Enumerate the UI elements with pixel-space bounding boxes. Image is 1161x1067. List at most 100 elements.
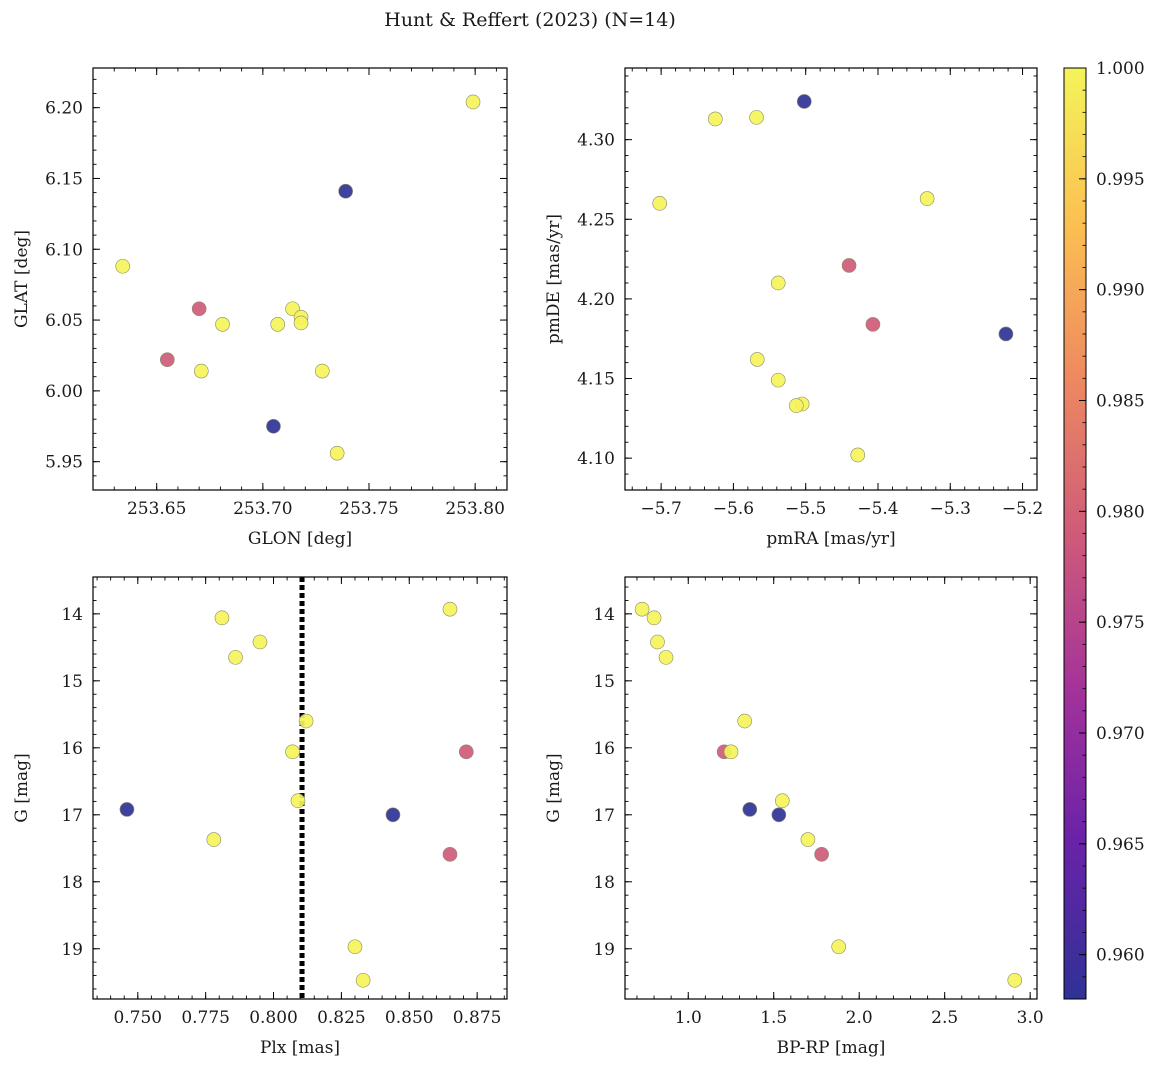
data-point (723, 744, 739, 760)
panel-color-magnitude: 1.0 1.5 2.0 2.5 3.0 14 15 16 17 18 19 BP-RP [mag] G … (544, 576, 1044, 1058)
y-tick-label: 16 (61, 739, 83, 759)
data-point (290, 793, 306, 809)
x-tick-label: −5.5 (785, 499, 826, 519)
data-point (228, 650, 243, 665)
y-tick-label: 4.25 (577, 210, 615, 230)
plot-frame (624, 576, 1038, 1000)
x-tick-label: 253.70 (233, 499, 292, 519)
y-axis-label: pmDE [mas/yr] (544, 214, 564, 344)
data-point (252, 634, 268, 650)
data-point (347, 939, 363, 955)
x-axis-label: BP-RP [mag] (777, 1038, 886, 1058)
colorbar-tick-label: 0.990 (1096, 281, 1145, 301)
data-point (293, 315, 309, 331)
x-tick-label: 0.775 (181, 1008, 230, 1028)
y-tick-label: 19 (61, 940, 83, 960)
panel-parallax-magnitude: 0.750 0.775 0.800 0.825 0.850 0.875 14 15 16 17 18… (12, 576, 508, 1058)
data-point (650, 634, 665, 650)
x-tick-label: 0.800 (249, 1008, 298, 1028)
y-tick-label: 6.10 (45, 240, 83, 260)
colorbar-tick-label: 0.985 (1096, 392, 1145, 412)
x-tick-label: −5.4 (857, 499, 898, 519)
x-axis-label: GLON [deg] (248, 529, 352, 549)
x-tick-label: 2.0 (846, 1008, 873, 1028)
data-point (841, 258, 857, 273)
data-point (270, 317, 286, 332)
x-tick-label: −5.6 (713, 499, 754, 519)
y-tick-label: 17 (61, 806, 83, 826)
figure-title: Hunt & Reffert (2023) (N=14) (384, 9, 676, 31)
data-point (214, 610, 230, 626)
data-point (193, 363, 209, 379)
x-tick-label: 2.5 (931, 1008, 958, 1028)
data-point (215, 317, 230, 332)
y-tick-label: 6.15 (45, 169, 83, 189)
data-point (708, 111, 723, 127)
data-point (465, 94, 481, 110)
data-point (771, 807, 787, 823)
data-point (998, 326, 1014, 342)
x-tick-label: −5.2 (1002, 499, 1043, 519)
data-point (796, 94, 812, 109)
y-tick-label: 6.05 (45, 311, 83, 331)
panel-position: 253.65 253.70 253.75 253.80 5.95 6.00 6.05 6.10… (12, 67, 508, 549)
colorbar-tick-label: 0.995 (1096, 170, 1145, 190)
data-point (774, 793, 790, 809)
data-point (646, 610, 662, 626)
y-axis-label: GLAT [deg] (12, 230, 32, 328)
y-tick-label: 14 (593, 605, 615, 625)
y-axis-label: G [mag] (12, 753, 32, 822)
data-point (329, 445, 345, 461)
colorbar: 0.960 0.965 0.970 0.975 0.980 0.985 0.990 0.995… (1063, 59, 1145, 1000)
y-tick-label: 16 (593, 739, 615, 759)
data-point (338, 183, 353, 199)
data-point (442, 601, 458, 617)
data-point (314, 363, 330, 379)
data-point (1007, 972, 1023, 988)
panel-proper-motion: −5.7 −5.6 −5.5 −5.4 −5.3 −5.2 4.10 4.15 4.20 4.25… (544, 67, 1043, 549)
y-tick-label: 4.20 (577, 290, 615, 310)
data-point (770, 275, 786, 291)
data-point (800, 832, 816, 847)
data-point (865, 317, 881, 332)
data-point (749, 352, 765, 367)
data-point (749, 110, 764, 125)
x-tick-label: 0.825 (317, 1008, 366, 1028)
data-point (160, 352, 175, 368)
y-tick-label: 5.95 (45, 453, 83, 473)
data-point (770, 372, 786, 388)
data-point (385, 807, 401, 823)
y-axis-label: G [mag] (544, 753, 564, 822)
data-point (355, 972, 371, 988)
colorbar-tick-label: 0.980 (1096, 502, 1145, 522)
data-point (919, 191, 935, 206)
x-tick-label: 253.65 (127, 499, 186, 519)
data-point (850, 447, 866, 463)
y-tick-label: 4.10 (577, 449, 615, 469)
y-tick-label: 6.00 (45, 382, 83, 402)
x-tick-label: 0.850 (385, 1008, 434, 1028)
data-point (115, 258, 131, 274)
y-tick-label: 17 (593, 806, 615, 826)
colorbar-tick-label: 0.965 (1096, 835, 1145, 855)
x-tick-label: 1.5 (760, 1008, 787, 1028)
y-tick-label: 4.15 (577, 370, 615, 390)
colorbar-tick-label: 0.970 (1096, 724, 1145, 744)
data-point (442, 847, 458, 862)
x-tick-label: 3.0 (1017, 1008, 1044, 1028)
data-point (831, 939, 846, 955)
y-tick-label: 18 (593, 873, 615, 893)
y-tick-label: 14 (61, 605, 83, 625)
x-tick-label: 0.875 (453, 1008, 502, 1028)
data-point (634, 601, 650, 617)
data-point (191, 301, 207, 317)
data-point (285, 744, 300, 760)
y-tick-label: 4.30 (577, 131, 615, 151)
x-tick-label: 253.80 (445, 499, 504, 519)
x-tick-label: 253.75 (339, 499, 398, 519)
data-point (814, 847, 829, 862)
x-tick-label: 1.0 (675, 1008, 702, 1028)
data-point (742, 802, 758, 817)
y-tick-label: 6.20 (45, 99, 83, 119)
